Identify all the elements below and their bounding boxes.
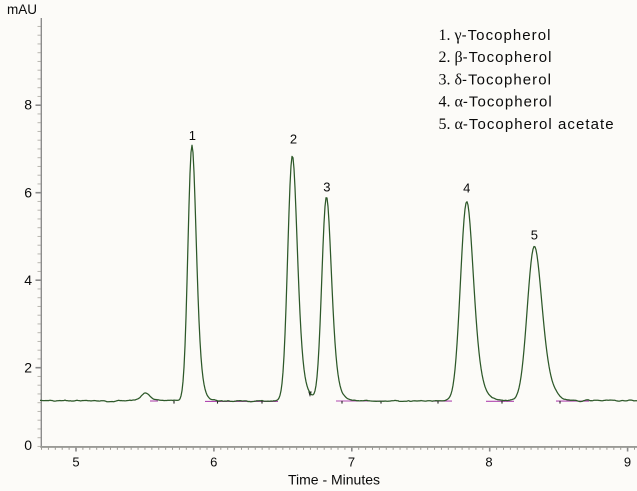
svg-text:6: 6 — [210, 455, 217, 470]
svg-text:7: 7 — [348, 455, 355, 470]
svg-text:6: 6 — [24, 184, 32, 200]
svg-text:mAU: mAU — [7, 2, 37, 17]
svg-text:5: 5 — [72, 455, 79, 470]
svg-text:8: 8 — [485, 455, 492, 470]
svg-text:3: 3 — [323, 180, 330, 195]
svg-text:1. γ-Tocopherol: 1. γ-Tocopherol — [439, 27, 552, 44]
svg-text:0: 0 — [24, 437, 32, 453]
svg-text:Time - Minutes: Time - Minutes — [288, 472, 380, 488]
svg-text:2: 2 — [24, 359, 32, 375]
svg-text:2. β-Tocopherol: 2. β-Tocopherol — [439, 49, 553, 66]
svg-text:4: 4 — [463, 181, 470, 196]
svg-text:9: 9 — [624, 455, 631, 470]
svg-text:5: 5 — [531, 228, 538, 243]
svg-text:3. δ-Tocopherol: 3. δ-Tocopherol — [439, 71, 552, 88]
svg-text:1: 1 — [189, 128, 196, 143]
svg-text:4: 4 — [24, 272, 32, 288]
svg-text:4. α-Tocopherol: 4. α-Tocopherol — [439, 94, 553, 111]
svg-text:5. α-Tocopherol acetate: 5. α-Tocopherol acetate — [439, 116, 615, 133]
svg-text:2: 2 — [290, 132, 297, 147]
svg-text:8: 8 — [24, 97, 32, 113]
